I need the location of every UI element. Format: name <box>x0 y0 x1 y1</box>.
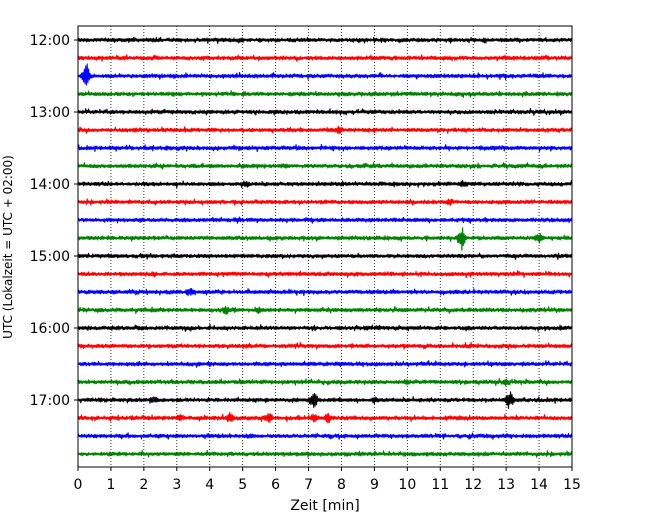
trace-1500 <box>77 252 573 260</box>
x-tick-label: 7 <box>304 477 313 493</box>
y-tick-label: 17:00 <box>30 393 70 409</box>
x-tick-label: 8 <box>337 477 346 493</box>
trace-1445 <box>77 227 573 251</box>
x-tick-label: 1 <box>106 477 115 493</box>
trace-1600 <box>77 323 573 332</box>
x-axis-ticks: 0 1 2 3 4 5 6 7 8 9 10 11 12 13 14 15 <box>74 467 581 493</box>
y-tick-label: 13:00 <box>30 105 70 121</box>
trace-1645 <box>77 378 573 387</box>
trace-1545 <box>77 305 573 316</box>
x-tick-label: 14 <box>530 477 548 493</box>
trace-1430 <box>77 216 573 224</box>
x-tick-label: 3 <box>172 477 181 493</box>
trace-1215 <box>77 54 573 62</box>
trace-1300 <box>77 107 573 116</box>
x-tick-label: 11 <box>431 477 449 493</box>
trace-1200 <box>77 36 573 45</box>
x-tick-label: 12 <box>464 477 482 493</box>
trace-layer <box>77 36 573 458</box>
y-tick-label: 12:00 <box>30 33 70 49</box>
trace-1745 <box>77 449 573 458</box>
y-tick-label: 15:00 <box>30 249 70 265</box>
trace-1730 <box>77 432 573 440</box>
y-axis-ticks: 12:00 13:00 14:00 15:00 16:00 17:00 <box>30 33 78 409</box>
trace-1345 <box>77 162 573 170</box>
y-tick-label: 14:00 <box>30 177 70 193</box>
y-axis-label: UTC (Lokalzeit = UTC + 02:00) <box>1 155 15 339</box>
axes-frame <box>77 25 573 468</box>
x-tick-label: 6 <box>271 477 280 493</box>
trace-1400 <box>77 179 573 189</box>
trace-1700 <box>77 391 573 410</box>
x-tick-label: 13 <box>497 477 515 493</box>
trace-1715 <box>77 411 573 424</box>
trace-1530 <box>77 287 573 297</box>
x-tick-label: 2 <box>139 477 148 493</box>
trace-1245 <box>77 90 573 99</box>
x-tick-label: 0 <box>74 477 83 493</box>
trace-1615 <box>77 341 573 350</box>
x-tick-label: 9 <box>370 477 379 493</box>
x-tick-label: 5 <box>238 477 247 493</box>
trace-1515 <box>77 270 573 279</box>
trace-1415 <box>77 198 573 206</box>
x-axis-label: Zeit [min] <box>290 498 359 514</box>
trace-1630 <box>77 359 573 368</box>
trace-1330 <box>77 143 573 153</box>
y-tick-label: 16:00 <box>30 321 70 337</box>
x-tick-label: 15 <box>563 477 581 493</box>
x-tick-label: 10 <box>398 477 416 493</box>
x-tick-label: 4 <box>205 477 214 493</box>
trace-1315 <box>77 125 573 135</box>
trace-1230 <box>77 63 573 86</box>
